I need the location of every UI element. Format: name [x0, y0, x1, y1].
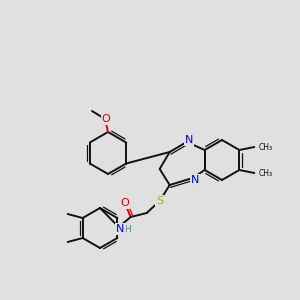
Text: O: O [120, 198, 129, 208]
Text: CH₃: CH₃ [258, 142, 272, 152]
Text: O: O [102, 114, 110, 124]
Text: N: N [184, 135, 193, 145]
Text: CH₃: CH₃ [258, 169, 272, 178]
Text: H: H [124, 224, 131, 233]
Text: N: N [190, 175, 199, 185]
Text: N: N [116, 224, 124, 234]
Text: S: S [156, 196, 163, 206]
